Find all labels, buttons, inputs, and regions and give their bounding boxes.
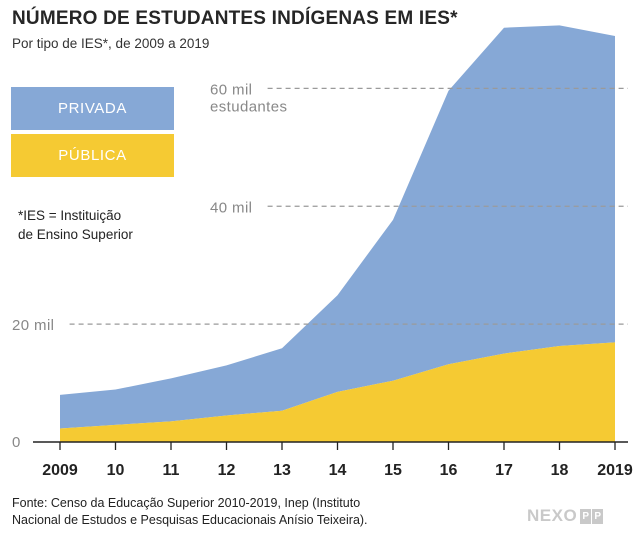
y-tick-label: 20 mil (12, 317, 54, 334)
logo-mark: P P (580, 508, 604, 524)
source-note: Fonte: Censo da Educação Superior 2010-2… (12, 495, 482, 529)
logo-word: NEXO (527, 506, 578, 525)
legend-private-label: PRIVADA (58, 100, 127, 117)
chart-subtitle: Por tipo de IES*, de 2009 a 2019 (12, 36, 210, 51)
x-tick-label: 12 (218, 462, 236, 479)
x-tick-label: 13 (273, 462, 291, 479)
y-tick-label: 60 mil (210, 81, 252, 98)
source-line-2: Nacional de Estudos e Pesquisas Educacio… (12, 513, 368, 527)
legend-private: PRIVADA (11, 87, 174, 130)
x-tick-label: 17 (495, 462, 513, 479)
y-tick-label: 40 mil (210, 199, 252, 216)
x-tick-label: 15 (384, 462, 402, 479)
footnote-line-1: *IES = Instituição (18, 208, 122, 223)
x-tick-label: 10 (107, 462, 125, 479)
footnote: *IES = Instituição de Ensino Superior (18, 206, 218, 244)
x-tick-label: 16 (440, 462, 458, 479)
source-line-1: Fonte: Censo da Educação Superior 2010-2… (12, 496, 361, 510)
x-tick-label: 14 (329, 462, 347, 479)
legend-public: PÚBLICA (11, 134, 174, 177)
y-tick-sublabel: estudantes (210, 98, 287, 115)
logo-mark-letter: P (592, 508, 604, 524)
logo-mark-letter: P (580, 508, 592, 524)
nexo-logo: NEXO P P (527, 506, 604, 526)
area-public (60, 342, 615, 442)
chart-title: NÚMERO DE ESTUDANTES INDÍGENAS EM IES* (12, 8, 458, 29)
legend-public-label: PÚBLICA (58, 147, 127, 164)
area-private (60, 25, 615, 429)
x-tick-label: 11 (163, 462, 180, 479)
y-tick-label: 0 (12, 434, 20, 451)
footnote-line-2: de Ensino Superior (18, 227, 133, 242)
x-tick-label: 2019 (597, 462, 633, 479)
x-tick-label: 2009 (42, 462, 78, 479)
x-tick-label: 18 (551, 462, 569, 479)
